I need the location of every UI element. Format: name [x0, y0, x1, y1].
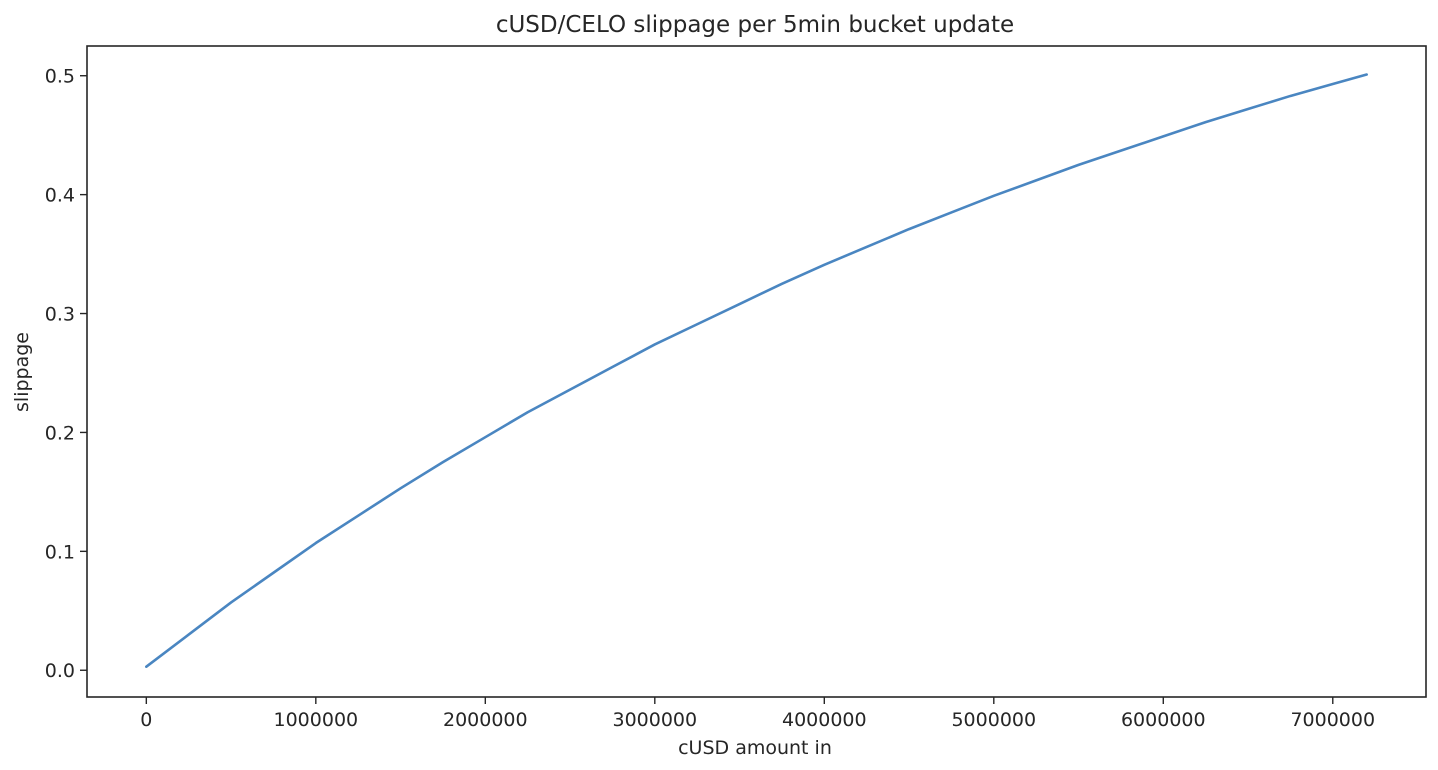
y-axis: 0.0 0.1 0.2 0.3 0.4 0.5	[45, 66, 87, 682]
x-tick-label: 7000000	[1290, 709, 1375, 731]
x-tick-label: 6000000	[1121, 709, 1206, 731]
x-tick-label: 2000000	[443, 709, 528, 731]
axes-frame	[86, 45, 1427, 698]
x-tick-label: 5000000	[951, 709, 1036, 731]
x-tick-label: 4000000	[782, 709, 867, 731]
y-tick-label: 0.1	[45, 541, 75, 563]
y-tick-label: 0.2	[45, 422, 75, 444]
plot-area	[145, 73, 1368, 668]
y-tick-label: 0.3	[45, 304, 75, 326]
y-tick-label: 0.5	[45, 66, 75, 88]
x-tick-label: 3000000	[612, 709, 697, 731]
y-axis-label: slippage	[11, 332, 33, 412]
series-line	[145, 73, 1368, 668]
y-tick-label: 0.4	[45, 185, 75, 207]
chart-title: cUSD/CELO slippage per 5min bucket updat…	[496, 12, 1014, 38]
x-axis-label: cUSD amount in	[678, 737, 832, 759]
x-tick-label: 1000000	[274, 709, 359, 731]
x-tick-label: 0	[140, 709, 152, 731]
x-axis: 0 1000000 2000000 3000000 4000000 5000000 6000…	[140, 697, 1375, 731]
y-tick-label: 0.0	[45, 660, 75, 682]
